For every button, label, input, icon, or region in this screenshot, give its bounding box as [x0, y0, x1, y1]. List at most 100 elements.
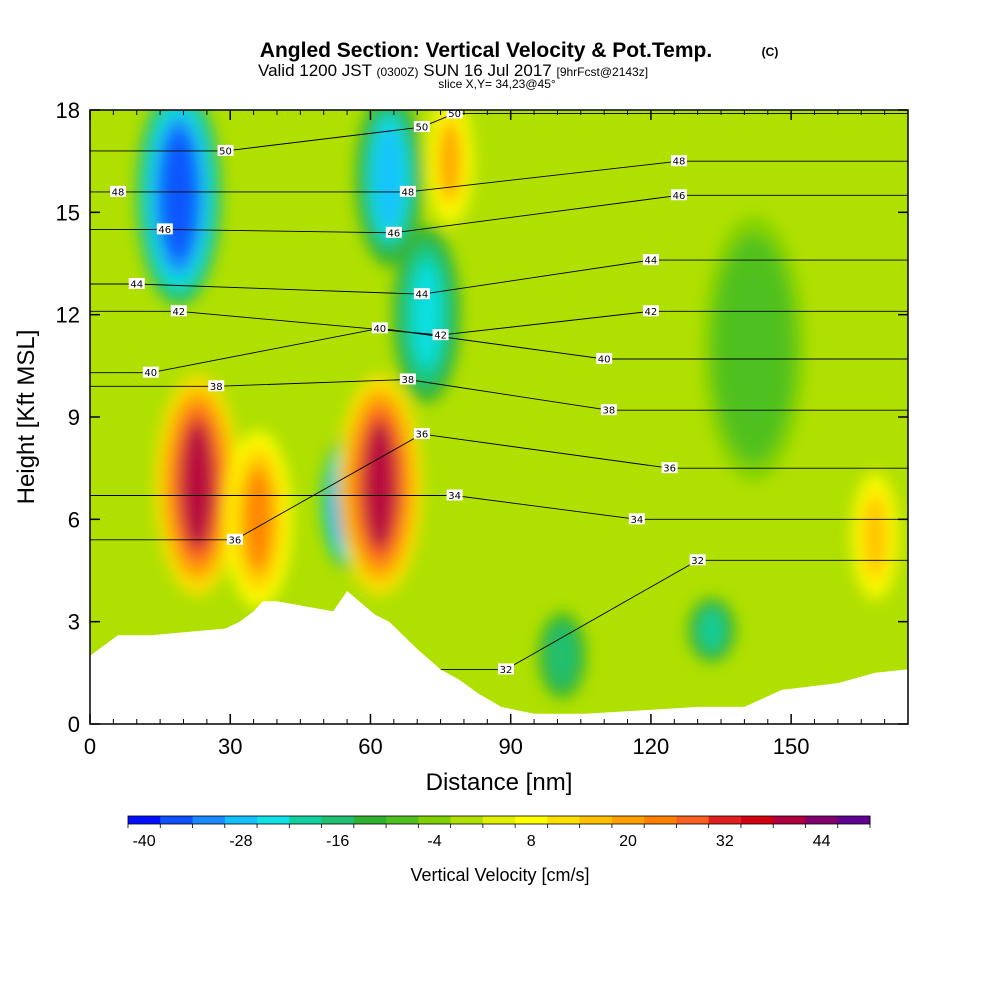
velocity-feature-downdraft — [135, 110, 222, 307]
svg-text:40: 40 — [598, 355, 611, 366]
theta-label: 42 — [642, 305, 659, 318]
y-tick-label: 6 — [68, 507, 80, 532]
colorbar-swatch — [482, 816, 516, 824]
colorbar-swatch — [418, 816, 452, 824]
colorbar-label: Vertical Velocity [cm/s] — [410, 865, 589, 885]
colorbar-swatch — [644, 816, 677, 824]
x-tick-label: 60 — [358, 734, 382, 759]
svg-text:44: 44 — [645, 256, 658, 267]
x-tick-label: 120 — [633, 734, 670, 759]
colorbar-swatch — [740, 816, 774, 824]
colorbar-swatch — [353, 816, 387, 824]
colorbar-swatch — [547, 816, 581, 824]
colorbar-swatch — [611, 816, 645, 824]
svg-text:32: 32 — [500, 665, 513, 676]
colorbar-swatch — [192, 816, 226, 824]
svg-text:36: 36 — [416, 430, 429, 441]
velocity-feature-updraft — [154, 374, 241, 597]
y-tick-label: 12 — [56, 303, 80, 328]
y-axis-label: Height [Kft MSL] — [13, 330, 40, 505]
svg-text:34: 34 — [631, 515, 644, 526]
colorbar-swatch — [386, 816, 419, 824]
theta-contour-line — [90, 495, 908, 520]
svg-text:38: 38 — [401, 375, 414, 386]
theta-label: 40 — [142, 366, 159, 379]
colorbar-swatch — [289, 816, 323, 824]
theta-label: 36 — [226, 533, 243, 546]
y-tick-label: 15 — [56, 200, 80, 225]
colorbar-tick-label: 20 — [619, 833, 637, 850]
svg-text:44: 44 — [130, 279, 143, 290]
theta-label: 48 — [399, 185, 416, 198]
svg-text:32: 32 — [691, 556, 704, 567]
svg-text:42: 42 — [645, 307, 658, 318]
x-axis-label: Distance [nm] — [426, 769, 573, 796]
svg-text:48: 48 — [112, 187, 125, 198]
x-tick-label: 90 — [498, 734, 522, 759]
colorbar-tick-label: 32 — [716, 833, 734, 850]
svg-text:40: 40 — [144, 368, 157, 379]
title-tag: (C) — [762, 45, 779, 59]
colorbar-swatch — [676, 816, 710, 824]
colorbar-swatch — [837, 816, 871, 824]
colorbar-tick-label: -4 — [427, 833, 441, 850]
theta-label: 48 — [670, 155, 687, 168]
velocity-feature-downdraft — [392, 225, 461, 404]
theta-contour-labels: 50 50 50 48 48 48 46 46 46 44 44 44 42 42 42 40 40 40 38 38… — [110, 109, 706, 676]
colorbar-swatch — [257, 816, 290, 824]
theta-label: 42 — [170, 305, 187, 318]
theta-label: 44 — [642, 254, 659, 267]
svg-text:46: 46 — [387, 228, 400, 239]
theta-label: 46 — [670, 189, 687, 202]
theta-label: 32 — [498, 663, 515, 676]
svg-text:34: 34 — [448, 491, 461, 502]
slice-info: slice X,Y= 34,23@45° — [438, 77, 556, 91]
svg-text:Angled Section: Vertical Veloc: Angled Section: Vertical Velocity & Pot.… — [260, 39, 712, 62]
chart-header: Angled Section: Vertical Velocity & Pot.… — [258, 39, 778, 91]
theta-label: 42 — [432, 329, 449, 342]
theta-label: 50 — [413, 121, 430, 134]
theta-label: 40 — [596, 353, 613, 366]
theta-label: 48 — [110, 185, 127, 198]
theta-label: 36 — [661, 462, 678, 475]
theta-label: 34 — [446, 489, 463, 502]
colorbar-swatch — [579, 816, 613, 824]
colorbar-swatch — [450, 816, 484, 824]
colorbar-swatch — [128, 816, 161, 824]
colorbar-swatch — [321, 816, 355, 824]
colorbar-swatch — [160, 816, 194, 824]
svg-text:42: 42 — [434, 331, 447, 342]
y-tick-label: 18 — [56, 98, 80, 123]
velocity-feature-downdraft — [702, 215, 806, 482]
theta-label: 38 — [208, 380, 225, 393]
y-tick-label: 0 — [68, 712, 80, 737]
x-tick-label: 30 — [218, 734, 242, 759]
colorbar-swatch — [224, 816, 258, 824]
velocity-feature-updraft — [336, 374, 423, 597]
theta-label: 50 — [217, 144, 234, 157]
svg-text:50: 50 — [448, 109, 461, 120]
velocity-feature-downdraft — [536, 611, 588, 701]
svg-text:50: 50 — [219, 146, 232, 157]
theta-label: 36 — [413, 428, 430, 441]
velocity-feature-downdraft — [354, 110, 424, 267]
colorbar-swatch — [708, 816, 742, 824]
svg-text:46: 46 — [673, 191, 686, 202]
colorbar-tick-label: -16 — [326, 833, 349, 850]
svg-text:48: 48 — [673, 157, 686, 168]
theta-label: 44 — [128, 277, 145, 290]
theta-label: 38 — [600, 404, 617, 417]
colorbar-swatch — [805, 816, 839, 824]
velocity-feature-updraft — [849, 469, 902, 603]
theta-label: 46 — [385, 226, 402, 239]
svg-text:40: 40 — [373, 324, 386, 335]
vertical-velocity-field — [135, 110, 902, 701]
svg-text:46: 46 — [158, 225, 171, 236]
theta-label: 50 — [446, 109, 463, 120]
y-tick-label: 9 — [68, 405, 80, 430]
velocity-feature-updraft — [223, 430, 293, 609]
svg-text:38: 38 — [602, 406, 615, 417]
colorbar-swatch — [515, 816, 548, 824]
terrain — [90, 591, 908, 724]
chart-title: Angled Section: Vertical Velocity & Pot.… — [260, 39, 712, 62]
